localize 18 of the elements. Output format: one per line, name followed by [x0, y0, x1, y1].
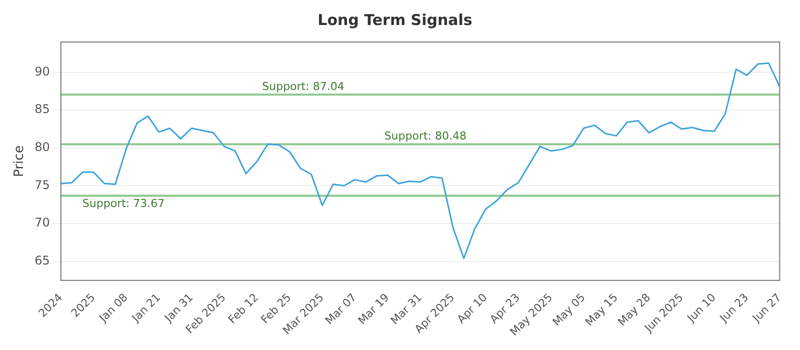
y-tick-label: 70	[34, 216, 50, 230]
ref-line-label: Support: 80.48	[384, 130, 467, 143]
y-axis-title: Price	[12, 145, 28, 178]
y-tick-label: 80	[34, 140, 50, 154]
x-tick-label: Apr 10	[454, 290, 490, 326]
y-tick-label: 75	[34, 178, 50, 192]
x-tick-label: Jun 27	[749, 290, 784, 326]
x-tick-label: Jun 10	[684, 290, 718, 326]
chart-title: Long Term Signals	[318, 10, 472, 29]
y-tick-label: 65	[34, 254, 50, 268]
y-tick-label: 85	[34, 102, 50, 116]
x-tick-label: Jan 08	[96, 290, 130, 326]
x-tick-label: Jun 23	[716, 290, 752, 326]
x-tick-label: Feb 12	[226, 290, 262, 326]
ref-line-label: Support: 87.04	[262, 80, 344, 94]
ref-line-label: Support: 73.67	[82, 197, 165, 210]
x-tick-label: Jan 21	[128, 290, 164, 326]
y-tick-label: 90	[34, 64, 50, 78]
